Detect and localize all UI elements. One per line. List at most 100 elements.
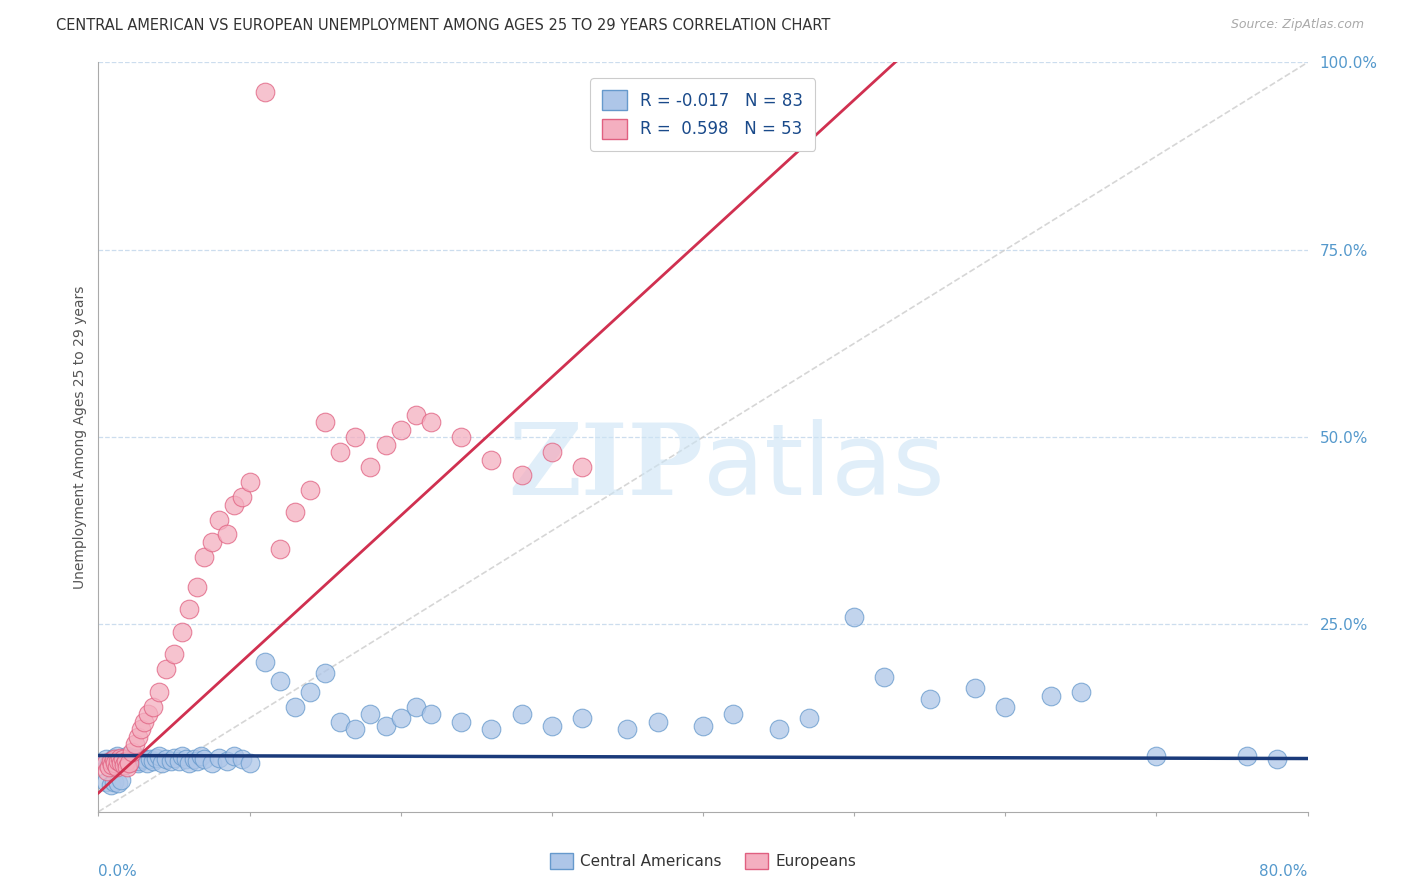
Point xyxy=(299,685,322,699)
Point xyxy=(128,754,150,768)
Point xyxy=(360,707,382,722)
Point xyxy=(797,711,820,725)
Point xyxy=(112,754,135,768)
Point xyxy=(360,460,382,475)
Point xyxy=(190,748,212,763)
Point xyxy=(100,779,122,793)
Point xyxy=(170,748,193,763)
Point xyxy=(284,699,307,714)
Point xyxy=(1039,689,1062,703)
Point xyxy=(94,752,117,766)
Point xyxy=(1267,752,1289,766)
Point xyxy=(253,655,276,669)
Point xyxy=(239,475,262,489)
Point xyxy=(405,408,427,422)
Point xyxy=(107,776,129,790)
Point xyxy=(994,699,1017,714)
Point xyxy=(231,490,253,504)
Point xyxy=(239,756,262,770)
Point xyxy=(224,748,246,763)
Point xyxy=(142,699,165,714)
Point xyxy=(118,756,141,770)
Point xyxy=(124,737,146,751)
Point xyxy=(389,711,412,725)
Point xyxy=(174,752,197,766)
Point xyxy=(215,754,238,768)
Point xyxy=(101,754,124,768)
Point xyxy=(148,685,170,699)
Point xyxy=(160,754,183,768)
Point xyxy=(405,699,427,714)
Point xyxy=(127,730,149,744)
Point xyxy=(179,602,201,616)
Point xyxy=(129,723,152,737)
Point xyxy=(873,670,896,684)
Point xyxy=(139,752,162,766)
Point xyxy=(768,723,790,737)
Y-axis label: Unemployment Among Ages 25 to 29 years: Unemployment Among Ages 25 to 29 years xyxy=(73,285,87,589)
Point xyxy=(135,756,157,770)
Point xyxy=(115,748,138,763)
Point xyxy=(420,415,443,429)
Legend: Central Americans, Europeans: Central Americans, Europeans xyxy=(544,847,862,875)
Point xyxy=(374,718,396,732)
Point xyxy=(98,756,121,770)
Point xyxy=(104,760,127,774)
Point xyxy=(104,756,127,770)
Point xyxy=(481,452,503,467)
Point xyxy=(96,764,118,778)
Point xyxy=(186,580,208,594)
Point xyxy=(103,774,125,789)
Point xyxy=(94,756,117,770)
Point xyxy=(420,707,443,722)
Point xyxy=(510,467,533,482)
Point xyxy=(844,610,866,624)
Point xyxy=(110,773,132,788)
Point xyxy=(450,430,472,444)
Point xyxy=(571,460,593,475)
Point xyxy=(299,483,322,497)
Point xyxy=(344,430,367,444)
Point xyxy=(129,751,152,765)
Point xyxy=(125,752,148,766)
Point xyxy=(132,714,155,729)
Point xyxy=(145,751,167,765)
Point xyxy=(253,86,276,100)
Text: atlas: atlas xyxy=(703,418,945,516)
Point xyxy=(112,758,135,772)
Point xyxy=(314,415,336,429)
Point xyxy=(450,714,472,729)
Point xyxy=(284,505,307,519)
Point xyxy=(110,756,132,770)
Point xyxy=(142,754,165,768)
Point xyxy=(100,754,122,768)
Point xyxy=(510,707,533,722)
Point xyxy=(167,754,190,768)
Point xyxy=(148,748,170,763)
Point xyxy=(155,752,177,766)
Point xyxy=(723,707,745,722)
Point xyxy=(201,756,224,770)
Point xyxy=(94,774,117,789)
Point xyxy=(314,666,336,681)
Point xyxy=(107,754,129,768)
Point xyxy=(121,745,143,759)
Text: 0.0%: 0.0% xyxy=(98,864,138,880)
Point xyxy=(108,751,131,765)
Point xyxy=(918,692,941,706)
Point xyxy=(647,714,669,729)
Point xyxy=(111,752,134,766)
Point xyxy=(329,445,352,459)
Point xyxy=(136,707,159,722)
Point xyxy=(965,681,987,695)
Point xyxy=(1144,748,1167,763)
Point xyxy=(571,711,593,725)
Point xyxy=(127,756,149,770)
Point xyxy=(101,758,124,772)
Point xyxy=(103,752,125,766)
Point xyxy=(115,760,138,774)
Point xyxy=(344,723,367,737)
Point xyxy=(692,718,714,732)
Point xyxy=(269,542,291,557)
Point xyxy=(224,498,246,512)
